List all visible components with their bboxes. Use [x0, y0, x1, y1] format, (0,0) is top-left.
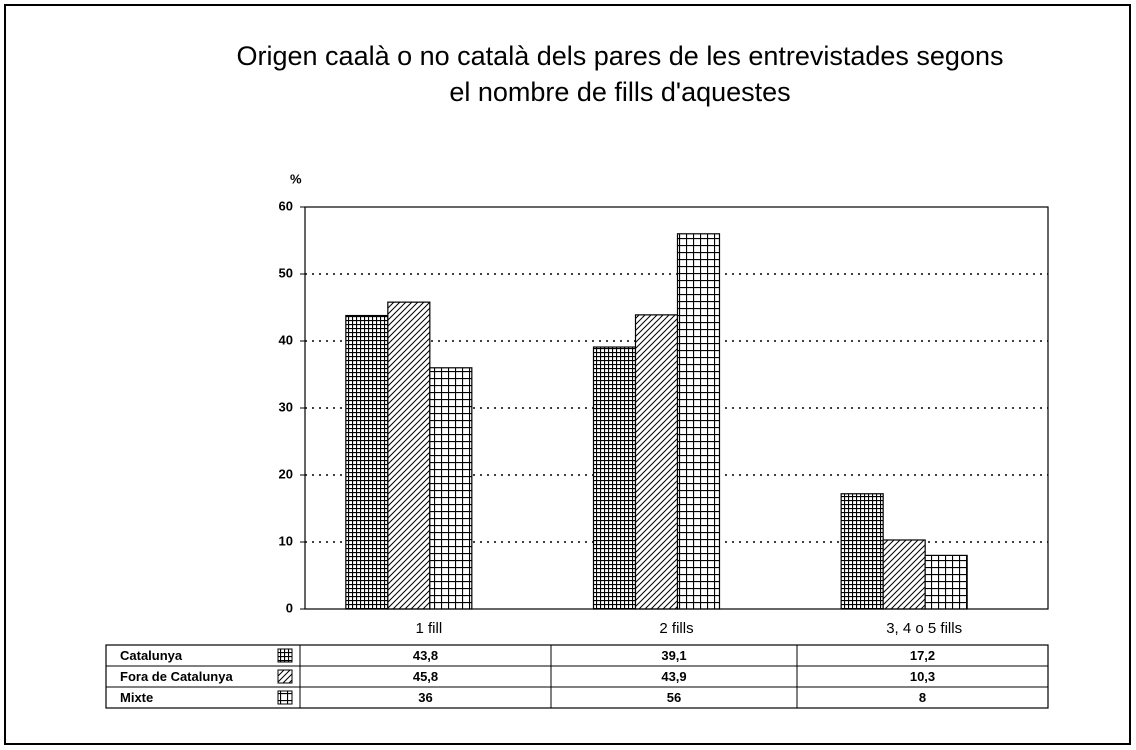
bar	[429, 367, 473, 610]
table-value: 10,3	[910, 669, 935, 684]
chart-title: el nombre de fills d'aquestes	[449, 77, 790, 107]
table-value: 56	[667, 690, 681, 705]
y-tick-label: 20	[279, 466, 293, 481]
legend-swatch	[277, 648, 293, 663]
table-value: 36	[418, 690, 432, 705]
legend-label: Mixte	[120, 690, 153, 705]
table-value: 45,8	[413, 669, 438, 684]
bar	[345, 314, 389, 610]
x-tick-label: 1 fill	[415, 620, 442, 637]
table-value: 39,1	[661, 648, 686, 663]
bar	[676, 233, 721, 610]
data-table	[105, 644, 1049, 709]
bar	[634, 314, 679, 610]
table-value: 8	[919, 690, 926, 705]
x-tick-label: 2 fills	[659, 620, 693, 637]
legend-label: Fora de Catalunya	[120, 669, 233, 684]
y-tick-label: 0	[286, 600, 293, 615]
bar	[840, 493, 884, 610]
y-tick-label: 30	[279, 399, 293, 414]
x-tick-label: 3, 4 o 5 fills	[886, 620, 962, 637]
plot-frame	[304, 206, 1049, 610]
legend-label: Catalunya	[120, 648, 183, 663]
bar	[387, 301, 431, 610]
bar	[882, 539, 926, 610]
chart-title: Origen caalà o no català dels pares de l…	[237, 41, 1004, 71]
legend-swatch	[277, 669, 293, 684]
table-value: 17,2	[910, 648, 935, 663]
bar	[592, 346, 637, 610]
table-value: 43,9	[661, 669, 686, 684]
y-tick-label: 10	[279, 533, 293, 548]
frame	[4, 4, 1131, 745]
y-tick-label: 50	[279, 265, 293, 280]
y-tick-label: 60	[279, 198, 293, 213]
table-value: 43,8	[413, 648, 438, 663]
y-axis-label: %	[290, 171, 302, 186]
bar	[924, 554, 968, 610]
y-tick-label: 40	[279, 332, 293, 347]
legend-swatch	[277, 690, 293, 705]
